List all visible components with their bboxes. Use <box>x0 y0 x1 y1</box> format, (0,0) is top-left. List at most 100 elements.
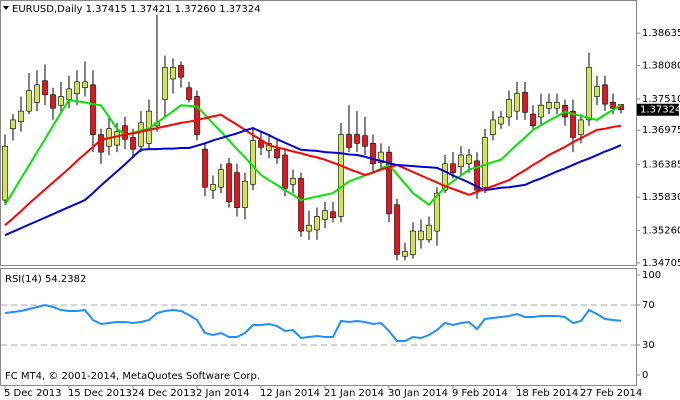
candle-body <box>130 137 136 150</box>
rsi-title: RSI(14) 54.2382 <box>5 274 86 285</box>
rsi-panel <box>0 268 637 386</box>
x-tick-label: 24 Dec 2013 <box>132 388 196 399</box>
y-tick-label: 0 <box>642 370 648 381</box>
candle-body <box>546 102 552 109</box>
candle-body <box>242 181 248 208</box>
candle-body <box>482 137 488 188</box>
price-badge <box>637 103 679 116</box>
candle-body <box>402 251 408 257</box>
candle-body <box>10 119 16 129</box>
candle-body <box>66 88 72 100</box>
candle-body <box>498 116 504 125</box>
candle-body <box>274 148 280 159</box>
x-tick-label: 30 Jan 2014 <box>388 388 448 399</box>
x-tick-label: 15 Dec 2013 <box>68 388 132 399</box>
candle-body <box>338 134 344 217</box>
candle-body <box>506 99 512 118</box>
candle-body <box>82 81 88 89</box>
price-panel <box>0 0 637 266</box>
candle-body <box>26 90 32 112</box>
candle-body <box>434 192 440 232</box>
candle-body <box>602 84 608 105</box>
candle-body <box>234 172 240 208</box>
candle-body <box>18 110 24 122</box>
x-tick-label: 27 Feb 2014 <box>580 388 642 399</box>
candle-body <box>370 143 376 165</box>
y-tick-label: 1.38635 <box>642 28 680 39</box>
candle-body <box>610 102 616 109</box>
candle-body <box>178 65 184 78</box>
candle-body <box>594 86 600 97</box>
candle-body <box>394 204 400 255</box>
panel-icon <box>3 6 9 10</box>
candle-body <box>42 80 48 96</box>
x-tick-label: 5 Dec 2013 <box>4 388 62 399</box>
candle-body <box>554 102 560 109</box>
ma-line <box>4 127 622 237</box>
y-tick-label: 1.35830 <box>642 192 680 203</box>
candle-body <box>50 94 56 109</box>
candle-body <box>362 135 368 147</box>
y-tick-label: 1.36385 <box>642 160 680 171</box>
candle-body <box>570 110 576 138</box>
candle-body <box>426 224 432 241</box>
ma-line <box>4 98 622 207</box>
candle-body <box>226 163 232 203</box>
candle-body <box>2 145 8 201</box>
candle-body <box>298 178 304 232</box>
y-tick-label: 1.37510 <box>642 94 680 105</box>
candle-body <box>450 163 456 173</box>
y-tick-label: 30 <box>642 340 655 351</box>
candle-body <box>210 183 216 191</box>
y-tick-label: 1.36975 <box>642 125 680 136</box>
current-price: 1.37324 <box>640 105 680 116</box>
candle-body <box>586 66 592 121</box>
candle-body <box>458 154 464 168</box>
y-tick-label: 70 <box>642 300 655 311</box>
candle-body <box>330 211 336 218</box>
x-tick-label: 18 Feb 2014 <box>516 388 578 399</box>
candle-body <box>442 163 448 191</box>
candle-body <box>90 84 96 135</box>
candle-body <box>418 230 424 241</box>
candle-body <box>346 134 352 148</box>
candle-body <box>490 119 496 135</box>
candle-body <box>314 216 320 231</box>
candle-body <box>410 230 416 255</box>
candle-body <box>322 210 328 220</box>
candle-body <box>514 93 520 112</box>
candle-body <box>530 113 536 127</box>
candle-body <box>538 104 544 118</box>
y-tick-label: 100 <box>642 270 661 281</box>
candle-body <box>378 151 384 163</box>
candle-body <box>466 154 472 165</box>
candle-body <box>34 84 40 103</box>
x-tick-label: 2 Jan 2014 <box>196 388 250 399</box>
candle-body <box>58 96 64 106</box>
candle-body <box>218 169 224 188</box>
x-tick-label: 21 Jan 2014 <box>324 388 384 399</box>
ma-line <box>4 303 622 342</box>
y-tick-label: 1.34705 <box>642 258 680 269</box>
ma-line <box>4 113 622 226</box>
candle-body <box>578 119 584 135</box>
candle-body <box>306 224 312 232</box>
candle-body <box>170 66 176 80</box>
candle-body <box>250 140 256 185</box>
candle-body <box>474 160 480 191</box>
candle-body <box>202 148 208 188</box>
candle-body <box>386 151 392 214</box>
candle-body <box>194 96 200 135</box>
candle-body <box>290 178 296 185</box>
candle-body <box>354 134 360 144</box>
x-tick-label: 9 Feb 2014 <box>452 388 508 399</box>
copyright: FC MT4, © 2001-2014, MetaQuotes Software… <box>5 371 260 382</box>
candle-body <box>162 66 168 100</box>
candle-body <box>282 154 288 189</box>
y-tick-label: 1.38080 <box>642 61 680 72</box>
candle-body <box>138 122 144 147</box>
y-tick-label: 1.35260 <box>642 225 680 236</box>
candle-body <box>98 134 104 153</box>
candle-body <box>522 92 528 113</box>
